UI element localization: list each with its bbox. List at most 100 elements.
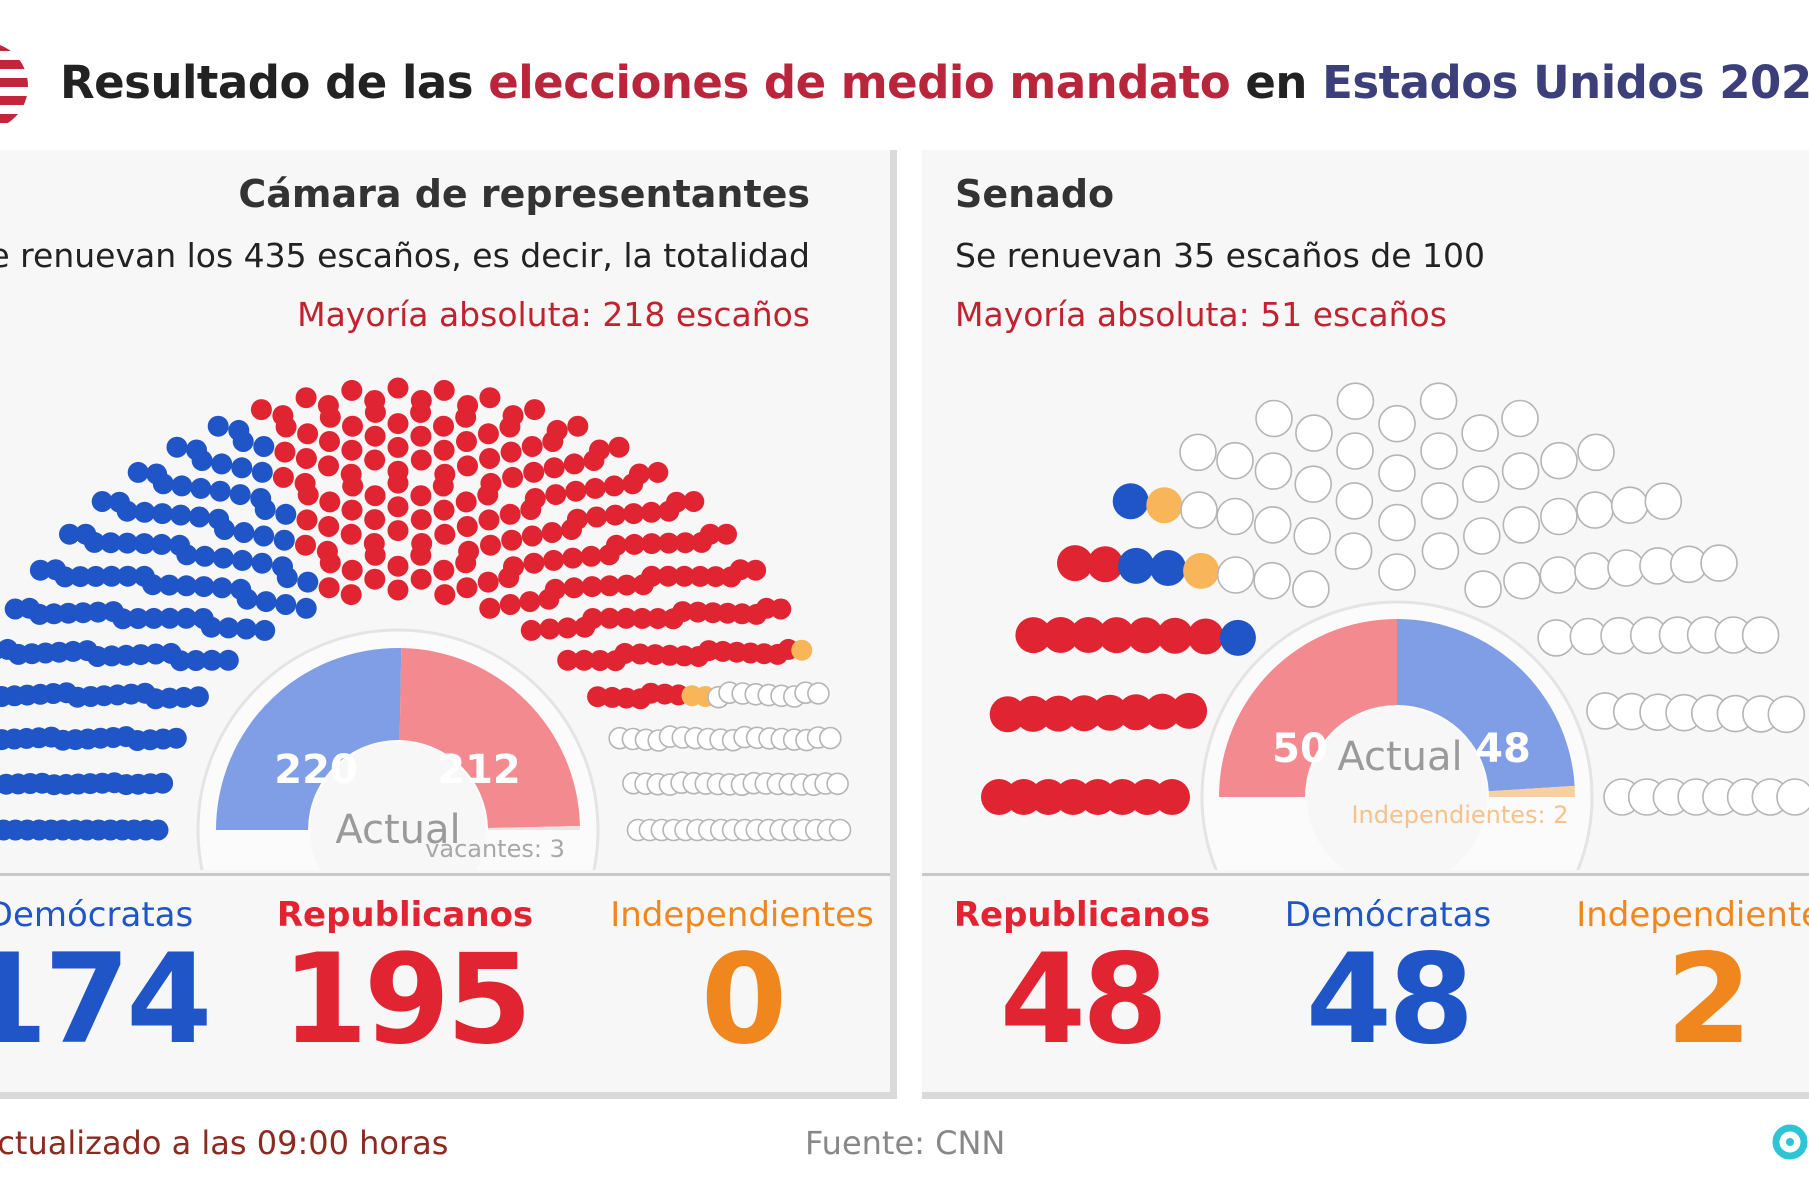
senate-actual-hole	[1307, 707, 1487, 870]
senate-rep-label: Republicanos	[953, 895, 1211, 935]
senate-seat	[1253, 506, 1292, 544]
house-seat	[589, 439, 610, 461]
house-seat	[499, 594, 521, 615]
house-seat	[433, 415, 454, 437]
senate-seat	[1092, 694, 1128, 731]
house-seat	[170, 504, 192, 526]
house-seat	[524, 399, 546, 421]
house-seat	[557, 617, 578, 639]
house-seat	[0, 688, 1, 697]
footer-updated: Actualizado a las 09:00 horas	[0, 1124, 449, 1162]
title-part-4: Estados Unidos 2022	[1322, 56, 1809, 109]
house-seat	[562, 547, 584, 569]
house-seat	[235, 618, 257, 640]
senate-seat	[1776, 778, 1809, 816]
senate-seat	[1336, 432, 1374, 470]
house-seat	[31, 772, 53, 794]
house-seat	[477, 571, 499, 593]
senate-majority: Mayoría absoluta: 51 escaños	[955, 295, 1447, 334]
house-seat	[364, 449, 386, 471]
house-seat	[683, 491, 705, 512]
senate-actual-label: Actual	[1337, 734, 1462, 780]
senate-seat	[1502, 506, 1541, 544]
house-seat	[166, 436, 188, 458]
house-seat	[340, 584, 362, 606]
senate-seat	[1171, 692, 1208, 729]
senate-seat	[1098, 617, 1135, 654]
house-seat	[658, 532, 680, 554]
footer-source: Fuente: CNN	[805, 1124, 1006, 1162]
senate-seat	[1537, 619, 1575, 657]
house-seat	[316, 540, 338, 562]
senate-seat	[1157, 617, 1193, 654]
senate-seat	[1336, 382, 1375, 420]
house-seat	[673, 565, 695, 587]
page-title: Resultado de las elecciones de medio man…	[60, 56, 1809, 109]
house-seat	[615, 607, 637, 629]
house-seat	[524, 488, 546, 509]
house-seat	[608, 436, 630, 458]
senate-seat	[1104, 779, 1141, 815]
senate-seat	[1216, 497, 1254, 536]
house-actual-rep-value: 212	[437, 747, 521, 793]
house-actual-hole	[310, 742, 486, 870]
house-seat	[566, 508, 588, 530]
senate-seat	[1378, 454, 1416, 492]
brand-logo-icon	[1772, 1124, 1808, 1160]
house-seat	[791, 639, 813, 661]
house-seat	[520, 619, 542, 641]
house-seat	[341, 439, 363, 461]
senate-seat	[1040, 695, 1077, 732]
senate-seat	[1219, 619, 1256, 656]
senate-seat	[1293, 517, 1332, 555]
house-seat	[45, 559, 67, 581]
senate-seat	[1540, 441, 1578, 480]
house-seat	[295, 534, 316, 556]
house-seat	[387, 555, 409, 577]
house-seat	[480, 472, 502, 494]
house-seat	[586, 506, 608, 528]
house-seat	[0, 819, 14, 841]
house-seat	[319, 491, 341, 513]
house-seat	[207, 415, 229, 437]
house-seat	[116, 532, 138, 554]
house-seat	[40, 726, 62, 748]
house-seat	[628, 463, 650, 485]
house-seat	[85, 565, 107, 587]
house-seat	[456, 577, 478, 599]
house-seat	[387, 377, 409, 399]
house-seat	[151, 533, 173, 555]
house-seat	[647, 608, 669, 629]
house-seat	[689, 565, 711, 587]
house-seat	[410, 449, 432, 471]
house-dem-label: Demócratas	[0, 895, 194, 935]
house-seat	[190, 477, 212, 499]
house-seat	[434, 463, 456, 485]
house-seat	[233, 522, 255, 543]
house-seat	[76, 640, 98, 662]
house-seat	[158, 574, 180, 596]
house-seat	[175, 607, 197, 629]
house-seat	[0, 823, 3, 837]
senate-seat	[1420, 482, 1459, 520]
house-seat	[272, 556, 293, 578]
house-seat	[455, 491, 477, 513]
house-seat	[231, 549, 253, 571]
senate-seat	[1700, 544, 1738, 582]
senate-seat	[1183, 552, 1220, 589]
house-seat	[228, 419, 250, 441]
title-part-3: en	[1245, 56, 1307, 109]
house-subtitle: Se renuevan los 435 escaños, es decir, l…	[0, 236, 810, 275]
house-seat	[563, 577, 585, 599]
house-seat	[275, 503, 297, 525]
house-seat	[208, 508, 230, 530]
house-seat	[251, 461, 273, 483]
senate-seat	[1144, 693, 1181, 730]
house-seat	[364, 485, 386, 507]
house-seat	[387, 436, 409, 458]
senate-seat	[1015, 695, 1052, 732]
senate-seat	[1421, 532, 1460, 570]
house-seat	[253, 525, 275, 547]
house-seat	[479, 387, 501, 409]
house-seat	[340, 463, 362, 485]
